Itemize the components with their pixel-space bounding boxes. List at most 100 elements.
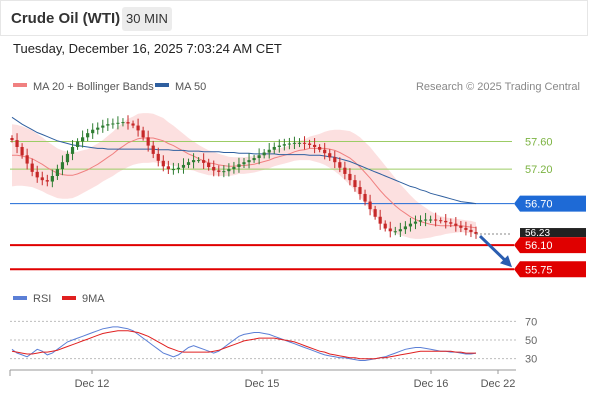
candle-body-39 [207, 162, 211, 168]
candle-body-69 [358, 187, 362, 194]
chart-header: Crude Oil (WTI) 30 MIN [0, 0, 588, 36]
candle-body-37 [197, 160, 201, 162]
candle-body-61 [318, 146, 322, 150]
bollinger-fill [12, 113, 476, 239]
copyright: Research © 2025 Trading Central [416, 81, 580, 93]
candle-body-11 [65, 153, 70, 163]
ma50-line [11, 116, 477, 205]
time-tick-label-0: Dec 12 [75, 378, 110, 390]
candle-body-2 [20, 146, 24, 156]
level-label-3: 56.10 [525, 240, 553, 252]
candle-body-57 [297, 142, 302, 144]
candle-body-79 [408, 223, 413, 227]
legend-swatch-9ma [62, 296, 76, 300]
time-tick-label-2: Dec 16 [414, 378, 449, 390]
candle-body-70 [363, 193, 367, 202]
candle-body-7 [45, 180, 49, 182]
candle-body-25 [136, 125, 140, 131]
candle-body-29 [156, 153, 160, 161]
candle-body-87 [449, 222, 453, 224]
candle-body-21 [116, 122, 120, 124]
time-tick-label-3: Dec 22 [481, 378, 516, 390]
candle-body-85 [439, 220, 443, 222]
candle-body-38 [202, 160, 206, 163]
legend-ma20: MA 20 + Bollinger Bands [33, 81, 154, 93]
candle-body-23 [126, 122, 130, 124]
candle-body-50 [262, 152, 266, 156]
candle-body-86 [444, 220, 448, 223]
candle-body-22 [121, 122, 125, 124]
rsi-level-label-0: 70 [525, 316, 537, 328]
candle-body-67 [348, 173, 352, 181]
level-label-0: 57.60 [525, 136, 553, 148]
candle-body-81 [418, 220, 423, 222]
forecast-arrow-shaft [478, 234, 508, 263]
candle-body-88 [454, 223, 458, 226]
candle-body-62 [323, 149, 327, 154]
rsi-ma9-line [11, 330, 476, 360]
candle-body-49 [257, 155, 261, 159]
candle-body-9 [55, 169, 59, 176]
candle-body-19 [106, 124, 110, 126]
candle-body-41 [217, 170, 221, 172]
candle-body-90 [464, 227, 468, 230]
candle-body-30 [161, 160, 165, 167]
candle-body-56 [292, 142, 297, 144]
candle-body-5 [35, 171, 39, 178]
candles [10, 115, 478, 239]
instrument-title: Crude Oil (WTI) [11, 10, 121, 27]
candle-body-71 [368, 201, 372, 210]
candle-body-43 [227, 169, 231, 172]
timeframe-button[interactable]: 30 MIN [122, 7, 172, 31]
candle-body-28 [151, 145, 155, 154]
price-levels [10, 140, 514, 271]
candle-body-78 [403, 226, 407, 230]
candle-body-16 [91, 129, 95, 134]
candle-body-60 [313, 144, 317, 147]
level-tag-4 [514, 261, 586, 278]
candle-body-55 [287, 143, 291, 145]
candle-body-74 [383, 223, 387, 229]
candle-body-42 [222, 171, 226, 173]
legend-swatch-rsi [13, 296, 27, 300]
rsi-panel: 70 50 30 [10, 316, 537, 366]
candle-body-47 [247, 160, 251, 163]
candle-body-58 [302, 142, 307, 144]
candle-body-48 [252, 158, 256, 161]
candle-body-13 [75, 141, 80, 147]
candle-body-27 [146, 137, 150, 146]
candle-body-12 [70, 146, 75, 154]
candle-body-82 [423, 219, 428, 221]
level-label-2: 56.70 [525, 199, 553, 211]
candle-body-44 [232, 167, 236, 170]
legend-rsi: RSI [33, 293, 51, 305]
candle-body-83 [429, 219, 433, 221]
candle-body-3 [25, 155, 29, 164]
candle-body-80 [413, 221, 418, 224]
current-price-label: 56.23 [525, 228, 550, 239]
current-price-tag [520, 228, 586, 238]
legend-swatch-ma50 [155, 83, 169, 87]
candle-body-8 [50, 176, 54, 182]
candle-body-89 [459, 225, 463, 228]
time-tick-label-1: Dec 15 [245, 378, 280, 390]
price-labels: 57.60 57.20 56.70 56.10 55.75 56.23 [476, 136, 586, 278]
candle-body-72 [373, 209, 377, 217]
candle-body-14 [81, 137, 85, 142]
candle-body-4 [30, 163, 34, 172]
candle-body-52 [272, 146, 276, 150]
timestamp: Tuesday, December 16, 2025 7:03:24 AM CE… [13, 41, 282, 56]
level-tag-3 [514, 237, 586, 254]
candle-body-73 [378, 216, 382, 224]
candle-body-34 [181, 164, 186, 168]
candle-body-10 [60, 162, 65, 170]
candle-body-65 [338, 162, 342, 168]
candle-body-36 [191, 160, 196, 163]
legend-ma50: MA 50 [175, 81, 206, 93]
candle-body-68 [353, 180, 357, 188]
rsi-level-label-1: 50 [525, 335, 537, 347]
bollinger-band [12, 113, 476, 239]
candle-body-33 [176, 167, 181, 170]
candle-body-15 [86, 133, 90, 138]
